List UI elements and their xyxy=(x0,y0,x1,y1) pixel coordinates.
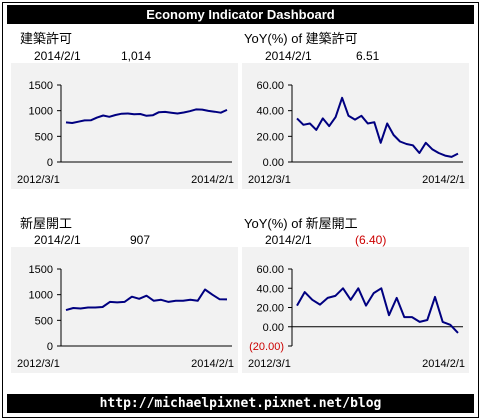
panel-value-building-permits-yoy: 6.51 xyxy=(356,49,380,63)
panel-title-building-permits: 建築許可 xyxy=(20,31,73,46)
x-tick-label: 2014/2/1 xyxy=(422,358,465,370)
panel-date-housing-starts: 2014/2/1 xyxy=(34,233,81,247)
y-tick-label: 40.00 xyxy=(256,283,284,295)
y-tick-label: 20.00 xyxy=(256,303,284,315)
x-tick-label: 2012/3/1 xyxy=(248,174,291,186)
y-tick-label: 60.00 xyxy=(256,264,284,276)
panel-title-building-permits-yoy: YoY(%) of 建築許可 xyxy=(244,31,358,46)
plot-background xyxy=(11,63,238,189)
y-tick-label: 0.00 xyxy=(263,157,284,169)
plot-background xyxy=(242,63,469,189)
chart-svg: (20.00) 0.00 20.00 40.00 60.00 2012/3/1 2014/2… xyxy=(242,247,469,373)
panel-date-housing-starts-yoy: 2014/2/1 xyxy=(265,233,312,247)
x-tick-label: 2012/3/1 xyxy=(17,174,60,186)
panel-value-housing-starts: 907 xyxy=(130,233,151,247)
y-tick-label: 1000 xyxy=(29,290,53,302)
x-tick-label: 2014/2/1 xyxy=(191,358,234,370)
y-tick-label: 1000 xyxy=(29,106,53,118)
panel-value-housing-starts-yoy: (6.40) xyxy=(355,233,387,247)
chart-building-permits: 0 500 1000 1500 2012/3/1 2014/2/1 xyxy=(11,63,238,189)
chart-svg: 0 500 1000 1500 2012/3/1 2014/2/1 xyxy=(11,247,238,373)
x-tick-label: 2012/3/1 xyxy=(248,358,291,370)
y-tick-label: 0.00 xyxy=(263,322,284,334)
y-tick-label: (20.00) xyxy=(249,341,284,353)
plot-background xyxy=(11,247,238,373)
dashboard-title: Economy Indicator Dashboard xyxy=(7,5,474,24)
x-tick-label: 2014/2/1 xyxy=(191,174,234,186)
x-tick-label: 2014/2/1 xyxy=(422,174,465,186)
x-tick-label: 2012/3/1 xyxy=(17,358,60,370)
y-tick-label: 500 xyxy=(35,131,53,143)
y-tick-label: 20.00 xyxy=(256,131,284,143)
y-tick-label: 60.00 xyxy=(256,80,284,92)
chart-svg: 0 500 1000 1500 2012/3/1 2014/2/1 xyxy=(11,63,238,189)
panel-value-building-permits: 1,014 xyxy=(121,49,152,63)
y-tick-label: 0 xyxy=(47,341,53,353)
y-tick-label: 500 xyxy=(35,315,53,327)
y-tick-label: 0 xyxy=(47,157,53,169)
y-tick-label: 1500 xyxy=(29,80,53,92)
panel-date-building-permits: 2014/2/1 xyxy=(34,49,81,63)
chart-housing-starts: 0 500 1000 1500 2012/3/1 2014/2/1 xyxy=(11,247,238,373)
footer-url: http://michaelpixnet.pixnet.net/blog xyxy=(7,394,474,413)
chart-svg: 0.00 20.00 40.00 60.00 2012/3/1 2014/2/1 xyxy=(242,63,469,189)
panel-title-housing-starts: 新屋開工 xyxy=(20,216,73,231)
panel-title-housing-starts-yoy: YoY(%) of 新屋開工 xyxy=(244,216,358,231)
series-line xyxy=(65,288,228,312)
y-tick-label: 1500 xyxy=(29,264,53,276)
chart-housing-starts-yoy: (20.00) 0.00 20.00 40.00 60.00 2012/3/1 2014/2… xyxy=(242,247,469,373)
series-line xyxy=(296,287,459,334)
series-line xyxy=(65,108,228,124)
y-tick-label: 40.00 xyxy=(256,106,284,118)
panel-date-building-permits-yoy: 2014/2/1 xyxy=(265,49,312,63)
chart-building-permits-yoy: 0.00 20.00 40.00 60.00 2012/3/1 2014/2/1 xyxy=(242,63,469,189)
series-line xyxy=(296,96,459,158)
